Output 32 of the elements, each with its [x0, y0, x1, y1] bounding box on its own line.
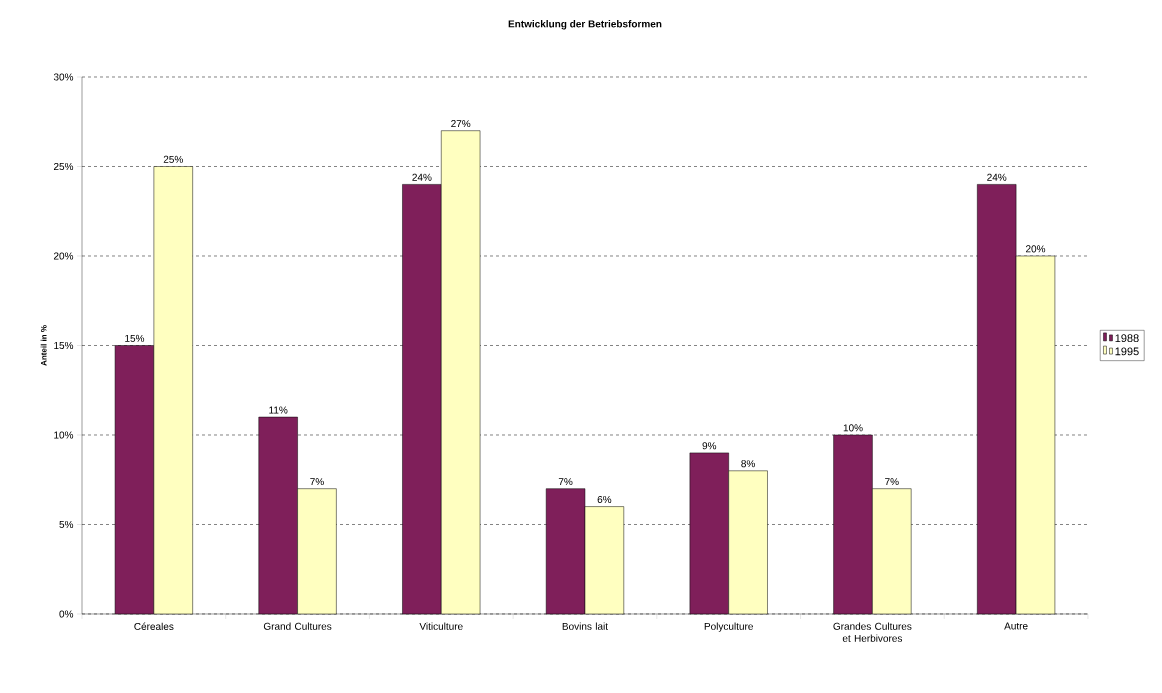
data-label: 24% [987, 173, 1007, 181]
data-label: 15% [125, 334, 145, 342]
y-tick-label: 15% [54, 341, 74, 349]
x-tick-label: Bovins lait [562, 622, 608, 630]
y-tick-label: 30% [53, 73, 74, 81]
y-tick-label: 10% [54, 431, 74, 439]
x-tick-label: Polyculture [704, 622, 753, 632]
data-label: 8% [741, 460, 755, 468]
x-tick-label: Céreales [134, 622, 174, 630]
data-label: 7% [310, 478, 324, 486]
legend-label: 1995 [1115, 347, 1139, 356]
y-tick-label: 0% [59, 610, 74, 618]
y-tick-label: 20% [53, 252, 74, 260]
y-tick-label: 25% [53, 162, 74, 171]
x-tick-label: Autre [1004, 622, 1028, 630]
x-tick-label: Grandes Cultures et Herbivores [833, 622, 912, 642]
data-label: 7% [885, 478, 899, 486]
data-label: 7% [558, 478, 573, 486]
y-tick-label: 5% [59, 520, 74, 528]
data-label: 6% [597, 495, 612, 503]
y-axis-title: Anteil in % [40, 325, 47, 366]
data-label: 20% [1025, 245, 1046, 253]
data-label: 9% [702, 442, 717, 450]
chart-title: Entwicklung der Betriebsformen [508, 20, 662, 30]
data-label: 27% [451, 120, 471, 128]
x-tick-label: Viticulture [419, 622, 463, 630]
x-tick-label: Grand Cultures [263, 622, 332, 630]
data-label: 24% [412, 173, 432, 181]
legend-label: 1988 [1115, 334, 1139, 343]
data-label: 25% [163, 155, 183, 163]
data-label: 11% [269, 406, 288, 414]
data-label: 10% [843, 424, 863, 432]
